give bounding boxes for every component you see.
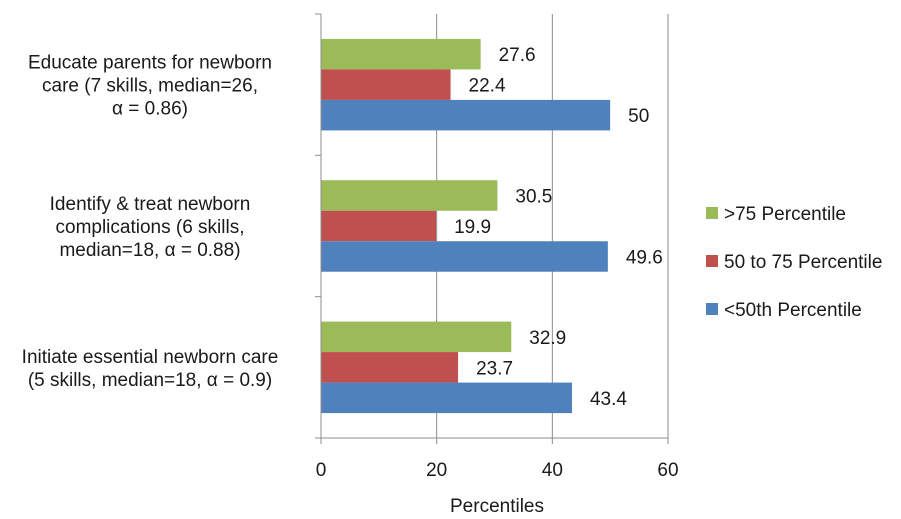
category-label-line: (5 skills, median=18, α = 0.9) [28,370,272,391]
data-label: 23.7 [476,358,513,379]
x-tick-labels: 0 20 40 60 [316,460,679,481]
legend-label: <50th Percentile [724,300,862,321]
category-label-line: Initiate essential newborn care [22,347,279,368]
bars [321,38,611,414]
category-labels: Educate parents for newborn care (7 skill… [22,53,279,391]
data-label: 43.4 [590,389,627,410]
category-label-line: α = 0.86) [112,99,188,120]
bar [321,241,608,272]
bar [321,321,512,353]
legend: >75 Percentile 50 to 75 Percentile <50th P… [706,204,882,321]
category-label: Educate parents for newborn care (7 skill… [28,53,272,120]
legend-swatch [706,255,718,267]
data-label: 50 [628,106,649,127]
bar [321,180,498,211]
bar [321,382,572,414]
data-label: 30.5 [515,187,552,208]
data-label: 49.6 [626,248,663,269]
axes [315,13,669,444]
x-tick-label: 40 [542,460,563,481]
data-label: 22.4 [469,76,506,97]
category-label: Identify & treat newborn complications (6… [50,194,251,261]
x-axis-label: Percentiles [450,496,544,517]
data-labels: 27.6 22.4 50 30.5 19.9 49.6 32.9 23.7 43.4 [454,45,663,410]
bar [321,38,481,70]
category-label-line: complications (6 skills, [56,217,245,238]
legend-label: 50 to 75 Percentile [724,252,882,273]
bar [321,69,451,100]
data-label: 32.9 [529,328,566,349]
category-label: Initiate essential newborn care (5 skills… [22,347,279,391]
data-label: 27.6 [499,45,536,66]
category-label-line: Identify & treat newborn [50,194,251,215]
legend-label: >75 Percentile [724,204,846,225]
x-tick-label: 0 [316,460,327,481]
legend-swatch [706,303,718,315]
bar [321,99,611,131]
category-label-line: Educate parents for newborn [28,53,272,74]
x-tick-label: 60 [657,460,678,481]
category-label-line: care (7 skills, median=26, [42,76,258,97]
bar [321,210,437,242]
data-label: 19.9 [454,217,491,238]
category-label-line: median=18, α = 0.88) [59,240,240,261]
legend-swatch [706,207,718,219]
x-tick-label: 20 [426,460,447,481]
bar [321,352,459,383]
